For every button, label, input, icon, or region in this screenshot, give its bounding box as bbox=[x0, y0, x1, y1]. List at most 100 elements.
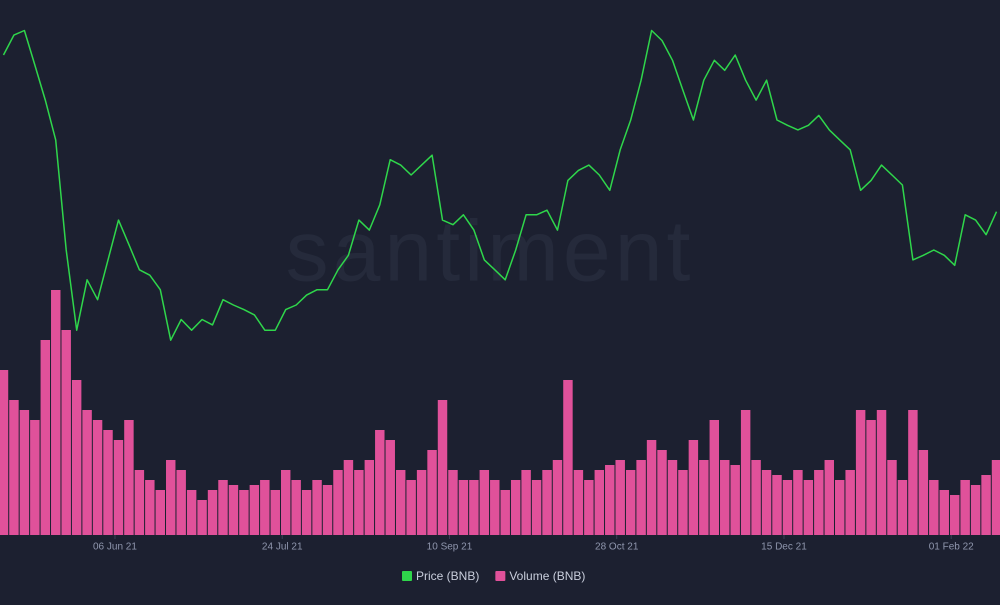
volume-bar bbox=[751, 460, 761, 535]
x-tick-label: 10 Sep 21 bbox=[427, 542, 473, 553]
volume-bar bbox=[239, 490, 249, 535]
volume-bar bbox=[343, 460, 354, 535]
volume-bar bbox=[385, 440, 395, 535]
legend-swatch[interactable] bbox=[495, 571, 506, 581]
x-tick-label: 01 Feb 22 bbox=[929, 542, 974, 553]
volume-bar bbox=[427, 450, 437, 535]
volume-bar bbox=[301, 490, 312, 535]
volume-bar bbox=[312, 480, 322, 535]
volume-bar bbox=[333, 470, 343, 535]
volume-bar bbox=[30, 420, 40, 535]
price-line bbox=[2, 29, 998, 341]
volume-bar bbox=[625, 470, 636, 535]
volume-bar bbox=[929, 480, 939, 535]
volume-bar bbox=[0, 370, 9, 535]
volume-bar bbox=[939, 490, 949, 535]
x-tick-label: 06 Jun 21 bbox=[93, 542, 137, 553]
volume-bar bbox=[646, 440, 657, 535]
volume-bar bbox=[866, 420, 876, 535]
volume-bar bbox=[92, 420, 103, 535]
volume-bar bbox=[793, 470, 803, 535]
volume-bar bbox=[155, 490, 166, 535]
volume-bar bbox=[354, 470, 364, 535]
volume-bar bbox=[908, 410, 918, 535]
volume-bar bbox=[322, 485, 333, 535]
volume-bar bbox=[228, 485, 239, 535]
volume-bar bbox=[490, 480, 500, 535]
volume-bar bbox=[970, 485, 981, 535]
volume-bar bbox=[552, 460, 563, 535]
volume-bar bbox=[667, 460, 678, 535]
volume-bar bbox=[280, 470, 291, 535]
volume-bar bbox=[584, 480, 594, 535]
volume-bar bbox=[145, 480, 155, 535]
volume-bar bbox=[176, 470, 186, 535]
volume-bar bbox=[887, 460, 897, 535]
volume-bar bbox=[291, 480, 301, 535]
volume-bar bbox=[542, 470, 552, 535]
volume-bar bbox=[197, 500, 207, 535]
volume-bar bbox=[876, 410, 887, 535]
volume-bar bbox=[458, 480, 469, 535]
volume-bar bbox=[814, 470, 824, 535]
volume-bar bbox=[761, 470, 772, 535]
volume-bar bbox=[364, 460, 375, 535]
legend-label[interactable]: Volume (BNB) bbox=[509, 569, 585, 583]
volume-bar bbox=[824, 460, 834, 535]
volume-bar bbox=[897, 480, 908, 535]
volume-bar bbox=[699, 460, 709, 535]
volume-bar bbox=[134, 470, 145, 535]
volume-bar bbox=[166, 460, 176, 535]
volume-bar bbox=[9, 400, 19, 535]
volume-bar bbox=[657, 450, 667, 535]
volume-bar bbox=[531, 480, 542, 535]
volume-bar bbox=[375, 430, 385, 535]
volume-bar bbox=[395, 470, 406, 535]
volume-bar bbox=[113, 440, 124, 535]
volume-bar bbox=[61, 330, 71, 535]
volume-bar bbox=[730, 465, 740, 535]
legend-label[interactable]: Price (BNB) bbox=[416, 569, 479, 583]
volume-bar bbox=[740, 410, 751, 535]
volume-bar bbox=[949, 495, 960, 535]
x-tick-label: 15 Dec 21 bbox=[761, 542, 807, 553]
watermark: santiment bbox=[286, 204, 695, 300]
volume-bar bbox=[521, 470, 531, 535]
volume-bar bbox=[71, 380, 82, 535]
volume-bar bbox=[605, 465, 615, 535]
volume-bar bbox=[834, 480, 845, 535]
x-tick-label: 24 Jul 21 bbox=[262, 542, 303, 553]
volume-bar bbox=[207, 490, 218, 535]
volume-bar bbox=[782, 480, 793, 535]
volume-bar bbox=[500, 490, 510, 535]
volume-bar bbox=[981, 475, 991, 535]
volume-bar bbox=[720, 460, 730, 535]
volume-bar bbox=[991, 460, 1000, 535]
volume-bar bbox=[260, 480, 270, 535]
volume-bar bbox=[594, 470, 605, 535]
volume-bar bbox=[103, 430, 113, 535]
volume-bar bbox=[563, 380, 573, 535]
volume-bar bbox=[40, 340, 51, 535]
volume-bar bbox=[479, 470, 490, 535]
volume-bar bbox=[51, 290, 61, 535]
x-tick-label: 28 Oct 21 bbox=[595, 542, 639, 553]
volume-bar bbox=[772, 475, 782, 535]
volume-bar bbox=[918, 450, 929, 535]
volume-bar bbox=[709, 420, 720, 535]
volume-bar bbox=[803, 480, 814, 535]
volume-bar bbox=[249, 485, 260, 535]
volume-bar bbox=[960, 480, 970, 535]
volume-bar bbox=[469, 480, 479, 535]
volume-bar bbox=[437, 400, 448, 535]
volume-bar bbox=[82, 410, 92, 535]
volume-bar bbox=[448, 470, 458, 535]
volume-bar bbox=[186, 490, 197, 535]
volume-bar bbox=[270, 490, 280, 535]
legend-swatch[interactable] bbox=[402, 571, 412, 581]
volume-bar bbox=[845, 470, 855, 535]
volume-bar bbox=[688, 440, 699, 535]
volume-bar bbox=[573, 470, 584, 535]
volume-bar bbox=[124, 420, 134, 535]
